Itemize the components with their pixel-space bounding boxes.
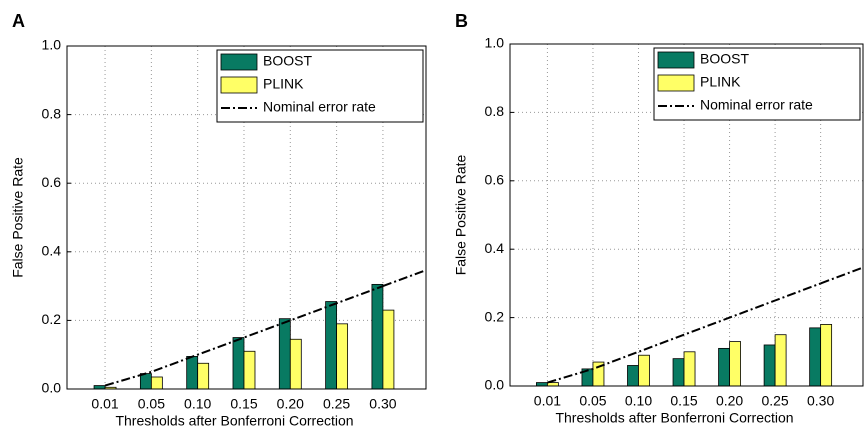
x-tick-label: 0.10 — [184, 396, 211, 412]
y-tick-label: 0.2 — [485, 308, 505, 324]
bar — [718, 347, 730, 387]
bar — [243, 350, 256, 390]
bar — [371, 283, 384, 390]
bar — [536, 382, 548, 387]
legend-swatch — [220, 53, 258, 71]
x-tick-label: 0.10 — [625, 393, 652, 409]
bar — [729, 341, 741, 387]
bar — [325, 301, 338, 390]
y-tick-label: 0.0 — [485, 377, 505, 393]
bar — [186, 356, 199, 390]
panel-label: B — [455, 11, 468, 31]
y-tick-label: 0.6 — [485, 172, 505, 188]
x-tick-label: 0.25 — [761, 393, 788, 409]
x-tick-label: 0.20 — [716, 393, 743, 409]
bar — [232, 337, 245, 390]
y-tick-label: 0.4 — [42, 243, 62, 259]
plot-frame — [509, 43, 864, 387]
bar — [763, 344, 776, 387]
x-axis-label: Thresholds after Bonferroni Correction — [555, 410, 793, 426]
bar — [672, 358, 685, 387]
legend-swatch — [220, 76, 258, 94]
bar — [820, 324, 833, 387]
nominal-line — [104, 285, 384, 387]
x-tick-label: 0.05 — [138, 396, 165, 412]
legend-label: BOOST — [263, 53, 312, 69]
x-tick-label: 0.30 — [369, 396, 396, 412]
nominal-line-extension — [820, 266, 864, 285]
bar — [683, 351, 696, 387]
bar — [93, 385, 106, 390]
bar — [809, 327, 822, 387]
x-axis-label: Thresholds after Bonferroni Correction — [115, 413, 353, 429]
y-tick-label: 0.4 — [485, 240, 505, 256]
bar — [278, 318, 291, 390]
x-tick-label: 0.15 — [230, 396, 257, 412]
y-axis-label: False Positive Rate — [453, 154, 469, 275]
legend-label: Nominal error rate — [263, 99, 376, 115]
legend-label: BOOST — [700, 51, 749, 67]
bar — [627, 365, 639, 387]
x-tick-label: 0.30 — [807, 393, 834, 409]
bar — [197, 362, 210, 390]
y-tick-label: 1.0 — [485, 35, 505, 51]
y-tick-label: 0.2 — [42, 311, 62, 327]
x-tick-label: 0.05 — [579, 393, 606, 409]
y-tick-label: 0.6 — [42, 174, 62, 190]
x-tick-label: 0.15 — [670, 393, 697, 409]
panel-label: A — [12, 11, 25, 31]
legend-label: PLINK — [263, 76, 304, 92]
y-tick-label: 0.8 — [485, 103, 505, 119]
bar — [150, 376, 163, 390]
legend-swatch — [657, 74, 695, 92]
y-tick-label: 0.0 — [42, 380, 62, 396]
legend-label: PLINK — [700, 74, 741, 90]
x-tick-label: 0.25 — [323, 396, 350, 412]
x-tick-label: 0.01 — [534, 393, 561, 409]
bar — [774, 334, 787, 387]
x-tick-label: 0.01 — [91, 396, 118, 412]
legend-swatch — [657, 51, 695, 69]
x-tick-label: 0.20 — [277, 396, 304, 412]
bar — [638, 354, 650, 387]
bar — [336, 323, 349, 390]
y-axis-label: False Positive Rate — [10, 157, 26, 278]
plot-frame — [66, 45, 427, 390]
bar — [382, 309, 395, 390]
bar — [289, 338, 302, 390]
bar — [139, 373, 152, 390]
y-tick-label: 1.0 — [42, 37, 62, 53]
legend-label: Nominal error rate — [700, 97, 813, 113]
y-tick-label: 0.8 — [42, 105, 62, 121]
nominal-line-extension — [382, 269, 427, 288]
nominal-line — [547, 282, 821, 384]
